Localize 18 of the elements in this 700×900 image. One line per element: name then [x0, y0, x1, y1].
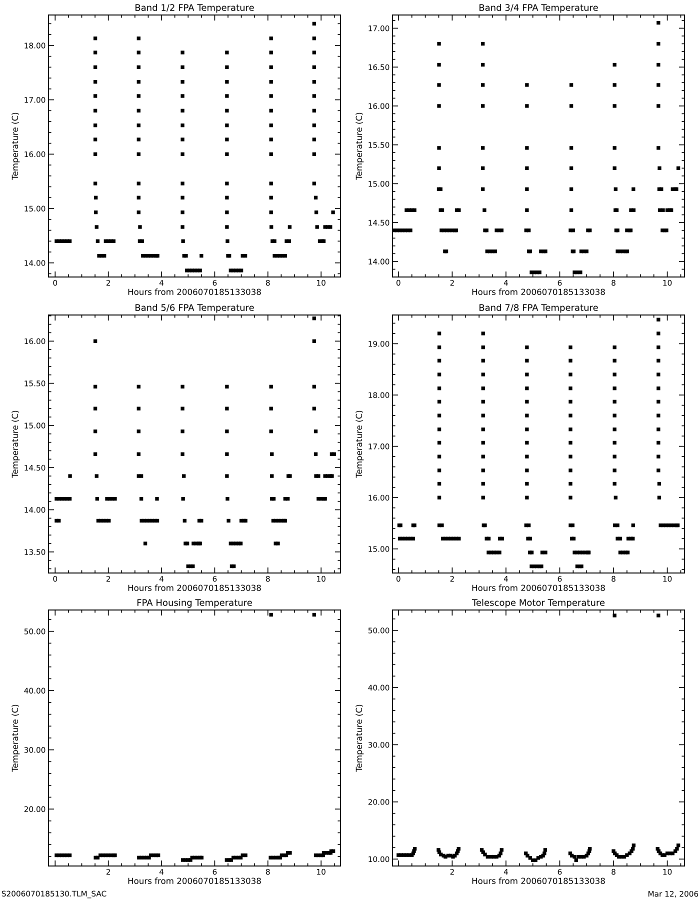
y-axis-title: Temperature (C) [356, 410, 364, 478]
x-axis-title: Hours from 2006070185133038 [128, 878, 261, 884]
chart-title: Band 7/8 FPA Temperature [480, 304, 598, 313]
chart-title: Telescope Motor Temperature [472, 598, 605, 608]
chart-title: FPA Housing Temperature [137, 598, 252, 608]
y-axis-title: Temperature (C) [12, 410, 20, 478]
x-axis-title: Hours from 2006070185133038 [472, 584, 605, 592]
y-axis-title: Temperature (C) [356, 704, 364, 772]
x-axis-title: Hours from 2006070185133038 [472, 288, 605, 296]
y-axis-title: Temperature (C) [356, 112, 364, 180]
chart-title: Band 1/2 FPA Temperature [136, 4, 254, 13]
x-axis-title: Hours from 2006070185133038 [128, 288, 261, 296]
x-axis-title: Hours from 2006070185133038 [472, 878, 605, 884]
chart-title: Band 3/4 FPA Temperature [480, 4, 598, 13]
y-axis-title: Temperature (C) [12, 704, 20, 772]
chart-title: Band 5/6 FPA Temperature [136, 304, 254, 313]
x-axis-title: Hours from 2006070185133038 [128, 584, 261, 592]
y-axis-title: Temperature (C) [12, 112, 20, 180]
